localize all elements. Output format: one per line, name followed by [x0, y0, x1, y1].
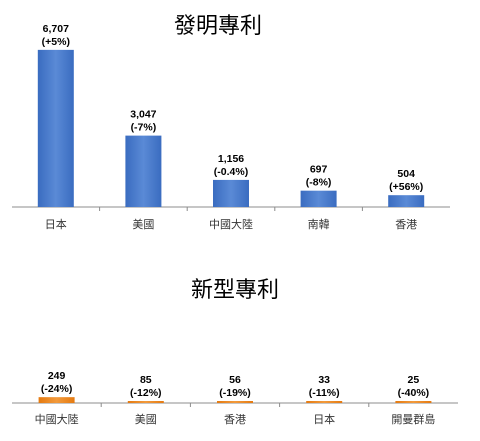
data-label-change: (-40%)	[398, 387, 430, 399]
data-label-change: (-24%)	[41, 383, 73, 395]
data-label-value: 504	[397, 168, 415, 180]
data-label-value: 697	[310, 164, 328, 176]
data-label-value: 6,707	[43, 23, 69, 35]
x-tick-label: 日本	[313, 412, 335, 426]
chart-title-invention: 發明專利	[174, 14, 262, 39]
data-label-value: 33	[318, 374, 330, 386]
data-label-change: (-11%)	[309, 387, 340, 399]
x-tick-label: 南韓	[308, 218, 330, 231]
bar	[213, 179, 249, 207]
data-label-change: (-7%)	[131, 122, 157, 134]
bar	[217, 401, 253, 403]
bar	[300, 190, 337, 207]
data-label-change: (-8%)	[306, 177, 332, 189]
x-tick-label: 美國	[132, 218, 154, 231]
bar	[388, 195, 425, 207]
x-tick-label: 中國大陸	[209, 217, 253, 231]
bar	[127, 401, 164, 403]
invention-patent-chart: 發明專利 6,707(+5%) 日本 3,047(-7%) 美國 1,156(-0.4%…	[12, 14, 450, 231]
data-label-change: (+56%)	[389, 181, 423, 193]
data-label-value: 25	[408, 374, 420, 386]
data-label-change: (-0.4%)	[214, 166, 248, 178]
chart-title-utility: 新型專利	[191, 278, 279, 303]
data-label-change: (-12%)	[130, 387, 162, 399]
data-label-change: (+5%)	[42, 36, 70, 48]
data-label-value: 85	[140, 374, 152, 386]
bar	[395, 401, 432, 403]
data-label-value: 1,156	[218, 153, 244, 165]
data-label-value: 56	[229, 374, 241, 386]
data-label-change: (-19%)	[219, 387, 251, 399]
x-tick-label: 香港	[395, 218, 417, 231]
x-tick-label: 中國大陸	[35, 412, 79, 426]
data-label-value: 249	[48, 370, 66, 382]
x-tick-label: 日本	[45, 217, 67, 231]
bar	[306, 401, 343, 403]
data-label-value: 3,047	[130, 109, 156, 121]
bar	[125, 135, 162, 207]
x-tick-label: 香港	[224, 413, 246, 426]
utility-model-chart: 新型專利 249(-24%) 中國大陸 85(-12%) 美國 56(-19%) 香港 33…	[12, 278, 458, 426]
bar	[37, 49, 74, 208]
x-tick-label: 開曼群島	[391, 412, 435, 426]
bar	[38, 397, 75, 403]
x-tick-label: 美國	[135, 413, 157, 426]
